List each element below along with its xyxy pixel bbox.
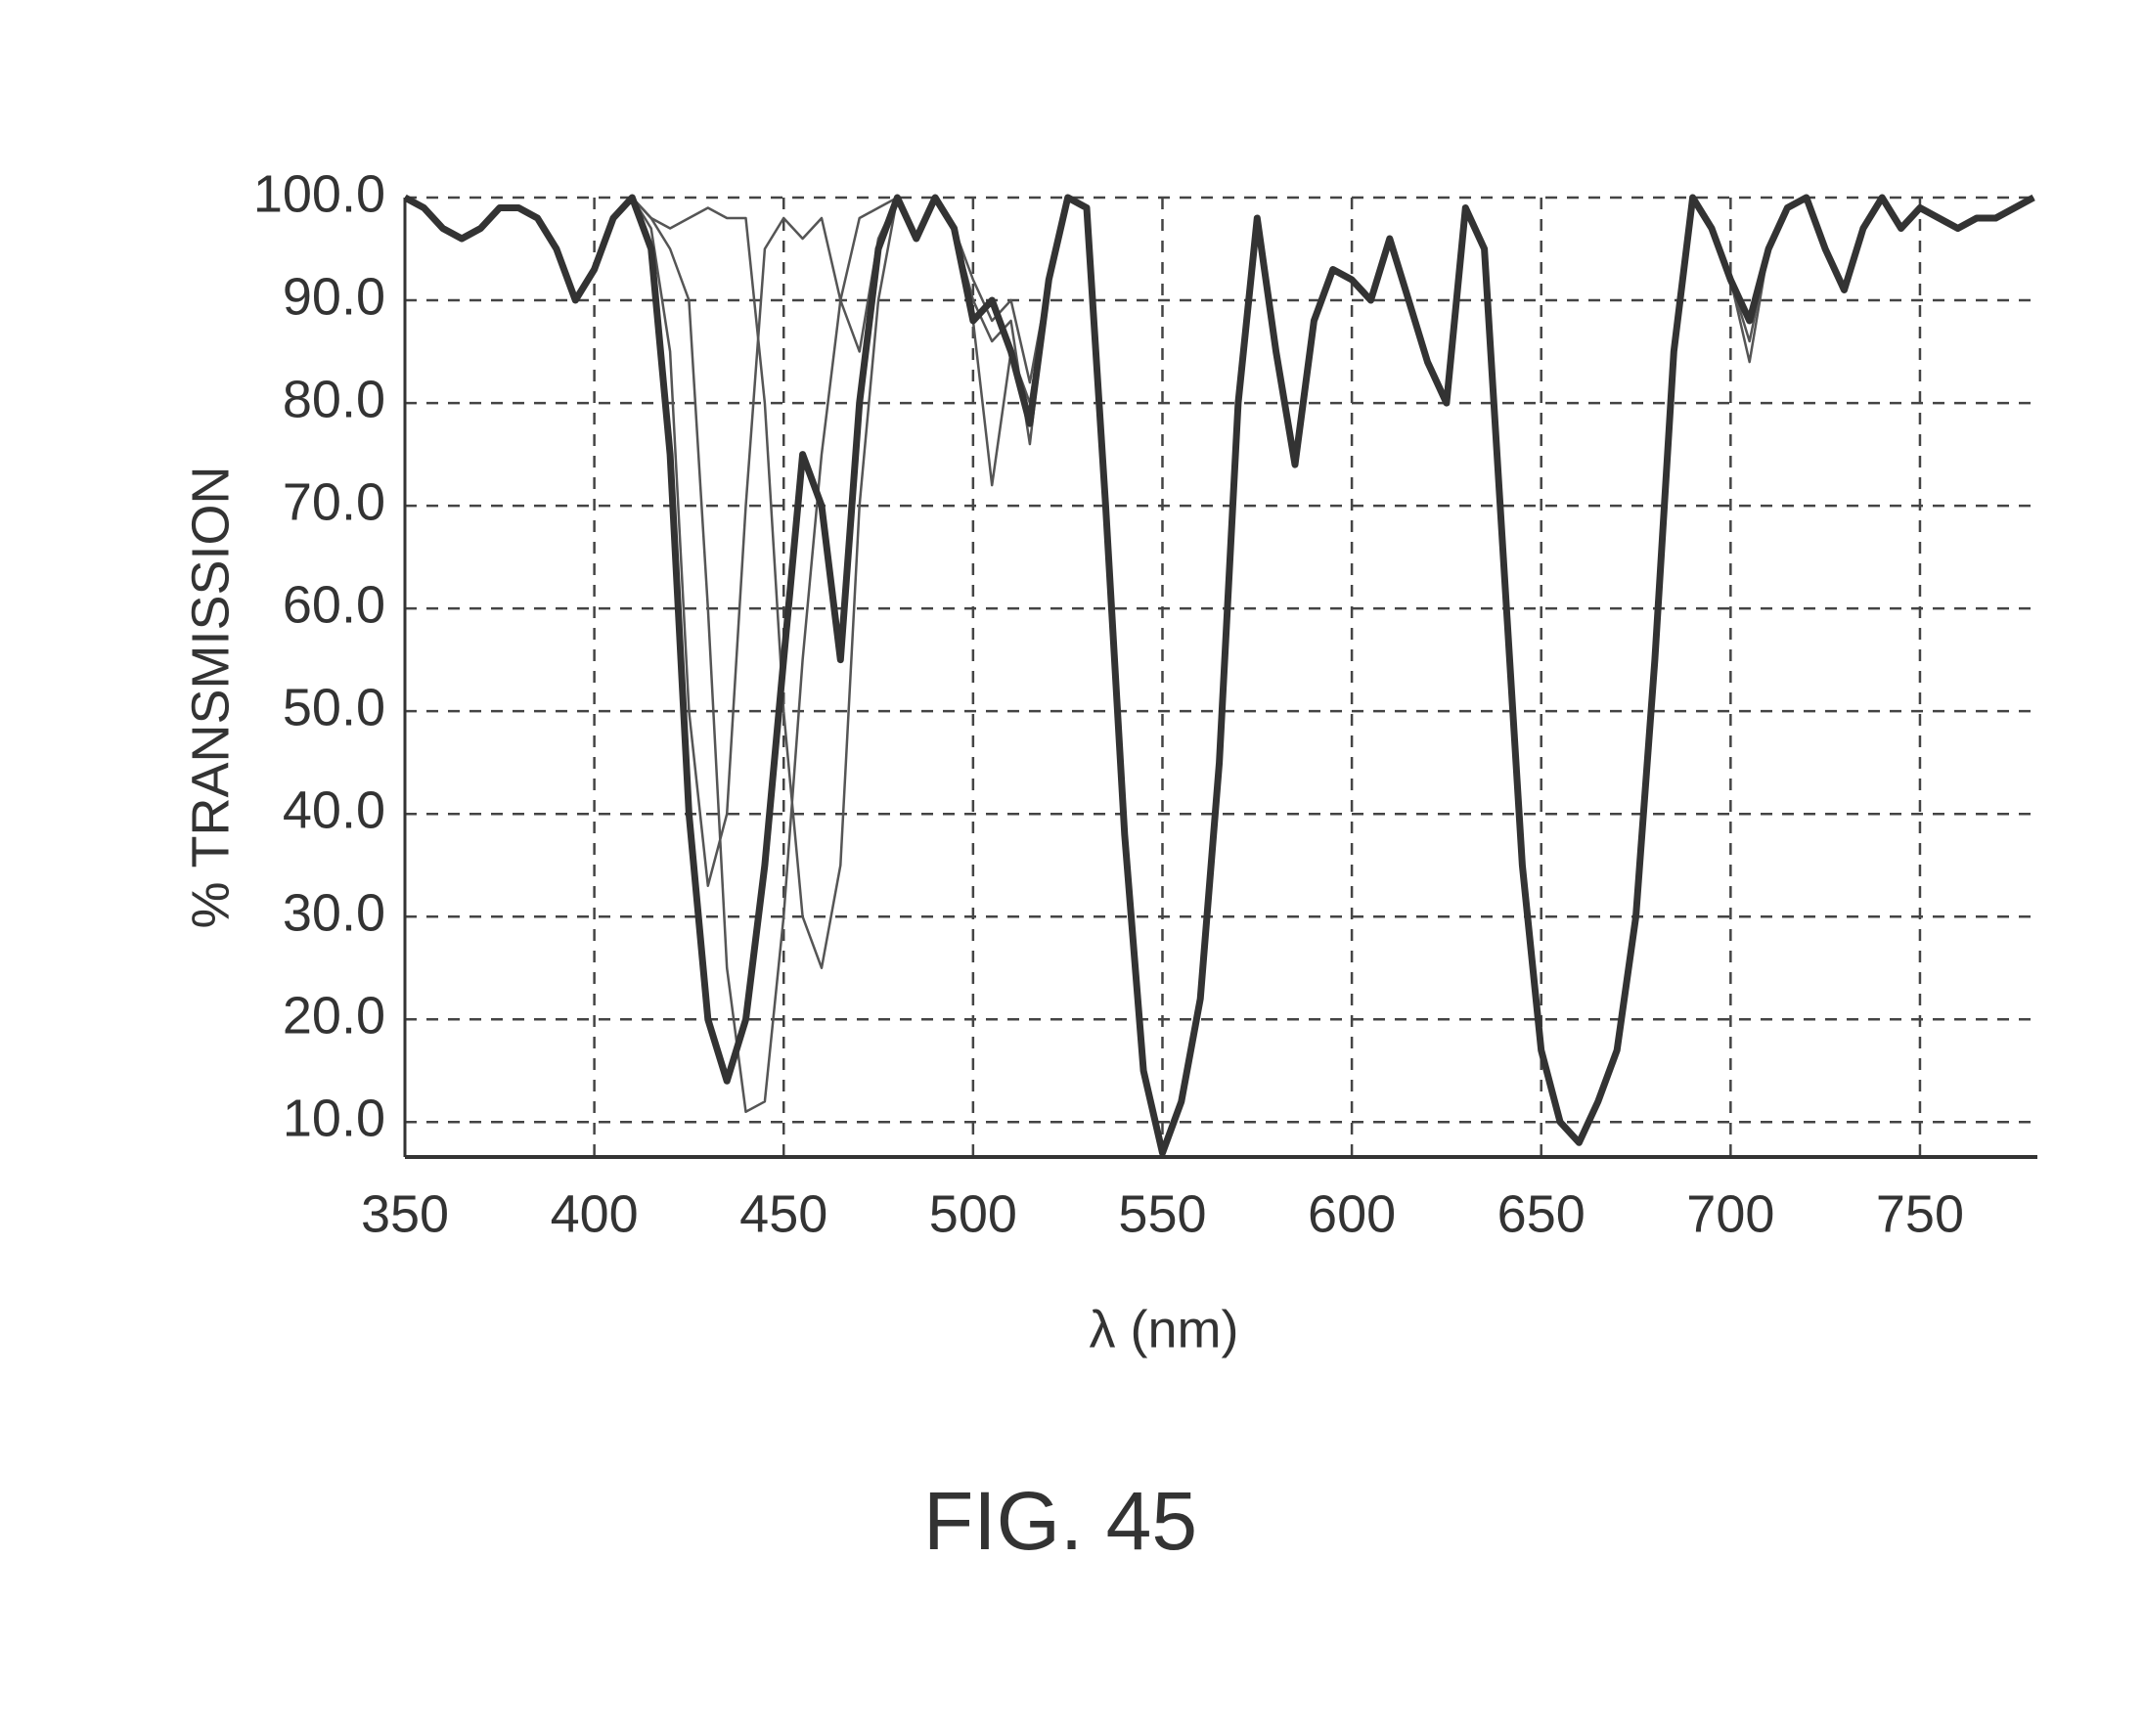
series-line xyxy=(404,196,2034,1155)
x-tick-label: 650 xyxy=(1497,1184,1586,1243)
y-tick-label: 60.0 xyxy=(283,575,385,634)
x-tick-label: 750 xyxy=(1876,1184,1964,1243)
x-tick-label: 350 xyxy=(361,1184,449,1243)
y-tick-label: 90.0 xyxy=(283,267,385,326)
y-tick-label: 10.0 xyxy=(283,1090,385,1148)
y-tick-label: 20.0 xyxy=(283,987,385,1046)
y-tick-label: 50.0 xyxy=(283,678,385,736)
figure-label: FIG. 45 xyxy=(923,1475,1197,1567)
y-tick-label: 80.0 xyxy=(283,370,385,428)
y-tick-label: 30.0 xyxy=(283,883,385,942)
x-axis-label: λ (nm) xyxy=(1090,1300,1239,1358)
x-tick-label: 400 xyxy=(551,1184,639,1243)
y-tick-label: 70.0 xyxy=(283,472,385,531)
series-line xyxy=(403,194,2035,1157)
x-tick-label: 600 xyxy=(1308,1184,1396,1243)
y-tick-label: 100.0 xyxy=(253,164,385,223)
series-line xyxy=(404,196,2034,1155)
y-tick-label: 40.0 xyxy=(283,780,385,839)
y-axis-label: % TRANSMISSION xyxy=(181,466,240,928)
x-tick-label: 450 xyxy=(739,1184,827,1243)
x-tick-label: 500 xyxy=(929,1184,1017,1243)
x-tick-label: 700 xyxy=(1686,1184,1774,1243)
series-line xyxy=(404,196,2034,1155)
x-tick-label: 550 xyxy=(1118,1184,1206,1243)
